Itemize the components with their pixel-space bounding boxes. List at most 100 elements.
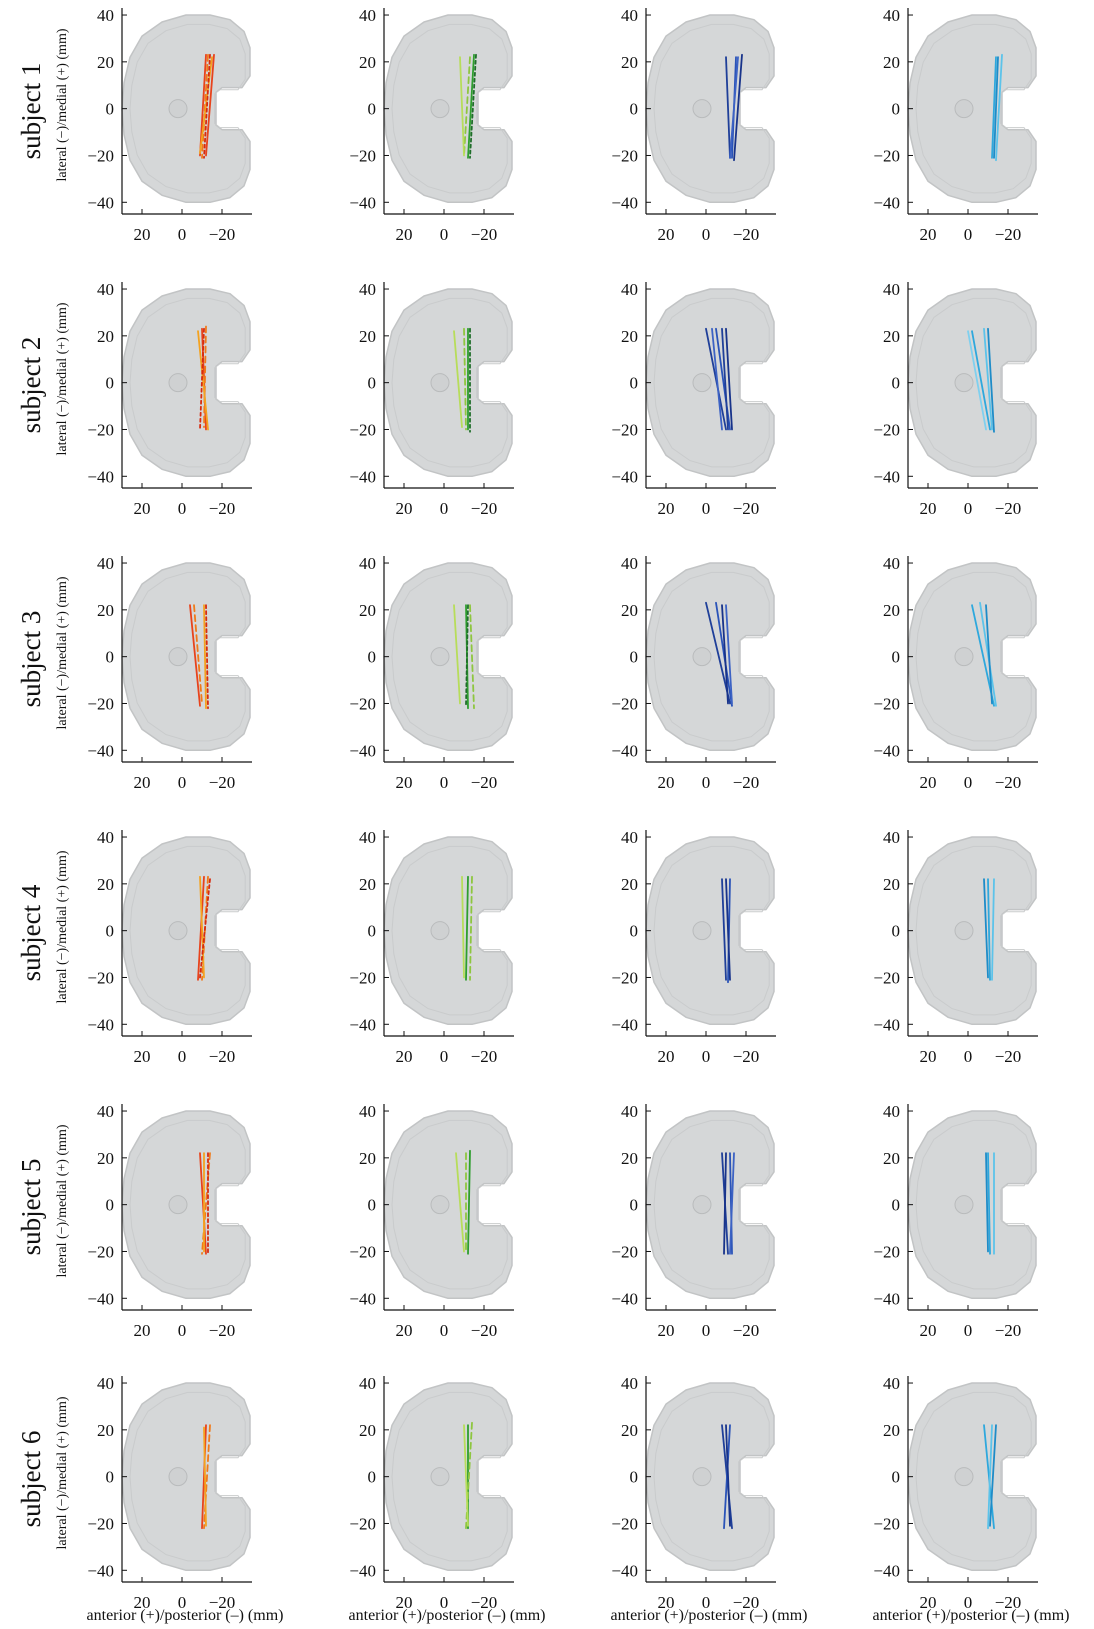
y-tick-label: 40 xyxy=(621,1102,638,1121)
y-tick-label: 20 xyxy=(621,53,638,72)
y-tick-label: 20 xyxy=(359,53,376,72)
y-tick-label: 40 xyxy=(883,280,900,299)
x-tick-label: 20 xyxy=(396,499,413,518)
x-tick-label: −20 xyxy=(995,773,1022,792)
implant-rim xyxy=(391,23,508,194)
x-tick-label: 20 xyxy=(658,773,675,792)
x-tick-label: 0 xyxy=(178,773,187,792)
x-tick-label: 0 xyxy=(702,1047,711,1066)
x-tick-label: 0 xyxy=(964,773,973,792)
y-tick-label: −20 xyxy=(87,1242,114,1261)
y-tick-label: 0 xyxy=(106,100,115,119)
data-segment xyxy=(469,604,475,710)
panel: 40 20 0 −20 −40 20 0 −20 xyxy=(873,828,1038,1066)
implant-post xyxy=(954,1195,974,1215)
implant-post xyxy=(168,373,188,393)
y-tick-label: 0 xyxy=(368,1196,377,1215)
y-tick-label: 0 xyxy=(106,1468,115,1487)
x-tick-label: 20 xyxy=(134,225,151,244)
y-tick-label: −20 xyxy=(87,1514,114,1533)
row-label: subject 3 xyxy=(16,611,46,708)
x-tick-label: −20 xyxy=(209,1321,236,1340)
y-tick-label: 40 xyxy=(883,828,900,847)
panel: 40 20 0 −20 −40 20 0 −20 xyxy=(611,6,776,244)
y-tick-label: −40 xyxy=(87,1015,114,1034)
y-tick-label: 20 xyxy=(97,1421,114,1440)
y-tick-label: 20 xyxy=(359,601,376,620)
y-tick-label: 40 xyxy=(359,1374,376,1393)
row-label: subject 4 xyxy=(16,884,46,981)
y-tick-label: −20 xyxy=(349,968,376,987)
y-axis-title: lateral (−)/medial (+) (mm) xyxy=(55,850,70,1003)
y-tick-label: 0 xyxy=(630,922,639,941)
y-tick-label: 0 xyxy=(892,1196,901,1215)
data-segment xyxy=(463,56,471,157)
x-tick-label: −20 xyxy=(733,773,760,792)
x-tick-label: 0 xyxy=(178,1321,187,1340)
y-tick-label: 20 xyxy=(883,601,900,620)
x-tick-label: 0 xyxy=(702,1321,711,1340)
implant-rim xyxy=(129,1119,246,1290)
panel: 40 20 0 −20 −40 20 0 −20 lateral (−)/medial (+) … xyxy=(55,828,252,1066)
x-tick-label: 0 xyxy=(440,225,449,244)
data-segment xyxy=(197,875,205,981)
data-segment xyxy=(987,1152,991,1255)
y-tick-label: 40 xyxy=(97,1102,114,1121)
x-tick-label: 20 xyxy=(396,1593,413,1612)
data-segment xyxy=(461,875,465,979)
data-segment xyxy=(729,56,739,159)
x-tick-label: 20 xyxy=(920,773,937,792)
implant-rim xyxy=(391,1119,508,1290)
x-tick-label: −20 xyxy=(733,499,760,518)
implant-post xyxy=(430,1195,450,1215)
implant-post xyxy=(168,1195,188,1215)
y-tick-label: −20 xyxy=(611,1514,638,1533)
x-tick-label: 20 xyxy=(658,499,675,518)
implant-post xyxy=(168,647,188,667)
y-tick-label: 20 xyxy=(359,1149,376,1168)
data-segment xyxy=(979,601,997,707)
x-tick-label: 20 xyxy=(396,225,413,244)
y-tick-label: 20 xyxy=(97,1149,114,1168)
panel: 40 20 0 −20 −40 20 0 −20 lateral (−)/medial (+) … xyxy=(55,554,252,792)
y-tick-label: −20 xyxy=(349,420,376,439)
y-axis-title: lateral (−)/medial (+) (mm) xyxy=(55,576,70,729)
data-segment xyxy=(723,1424,731,1530)
x-tick-label: −20 xyxy=(209,773,236,792)
y-tick-label: 0 xyxy=(630,648,639,667)
data-segment xyxy=(203,53,211,159)
y-tick-label: −40 xyxy=(349,467,376,486)
panel: 40 20 0 −20 −40 20 0 −20 xyxy=(611,1102,776,1340)
data-segment xyxy=(199,327,205,431)
x-tick-label: −20 xyxy=(209,1047,236,1066)
data-segment xyxy=(729,1152,733,1255)
data-segment xyxy=(983,878,989,979)
y-tick-label: 20 xyxy=(359,875,376,894)
y-tick-label: 40 xyxy=(621,1374,638,1393)
y-tick-label: 20 xyxy=(97,875,114,894)
panel: 40 20 0 −20 −40 20 0 −20 xyxy=(611,828,776,1066)
x-tick-label: 0 xyxy=(178,499,187,518)
y-tick-label: −40 xyxy=(873,741,900,760)
y-axis-title: lateral (−)/medial (+) (mm) xyxy=(55,1396,70,1549)
data-segment xyxy=(465,1421,473,1530)
x-tick-label: 20 xyxy=(920,1047,937,1066)
y-tick-label: 40 xyxy=(883,1374,900,1393)
y-tick-label: −40 xyxy=(87,1289,114,1308)
y-tick-label: −40 xyxy=(611,1561,638,1580)
implant-post xyxy=(692,1195,712,1215)
panel: 40 20 0 −20 −40 20 0 −20 xyxy=(611,280,776,518)
y-tick-label: −40 xyxy=(873,193,900,212)
y-tick-label: 40 xyxy=(359,554,376,573)
y-tick-label: 0 xyxy=(368,100,377,119)
y-tick-label: −20 xyxy=(873,694,900,713)
data-segment xyxy=(993,56,999,159)
y-tick-label: −40 xyxy=(611,467,638,486)
data-segment xyxy=(201,327,207,431)
implant-post xyxy=(692,99,712,119)
y-tick-label: 20 xyxy=(97,53,114,72)
panel: 40 20 0 −20 −40 20 0 −20 xyxy=(873,554,1038,792)
implant-rim xyxy=(129,845,246,1016)
x-tick-label: 0 xyxy=(178,225,187,244)
